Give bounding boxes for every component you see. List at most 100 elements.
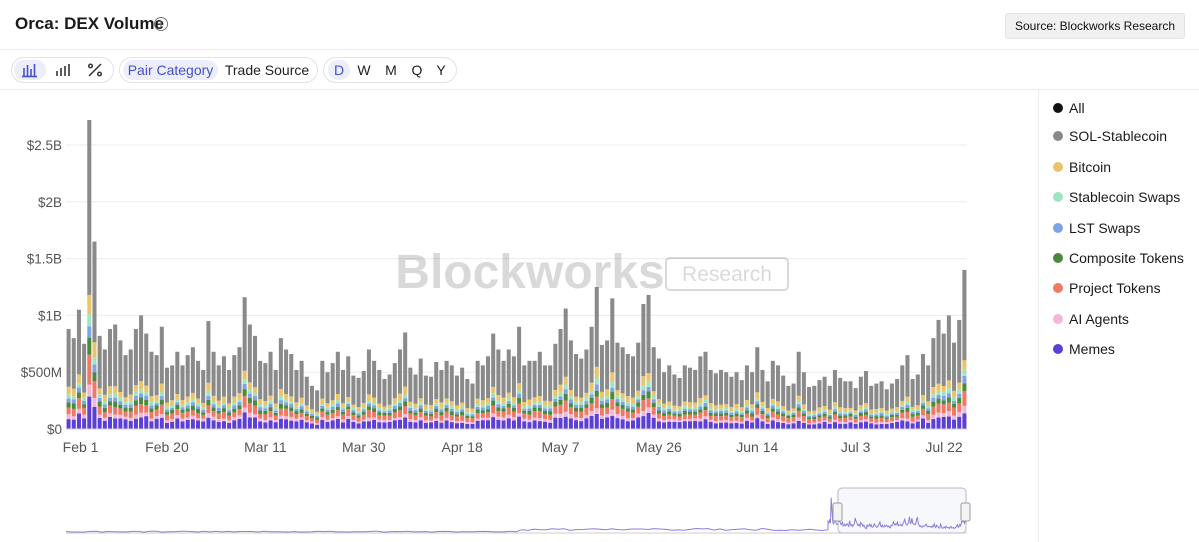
- bar-stack[interactable]: [625, 354, 630, 429]
- bar-stack[interactable]: [185, 355, 190, 429]
- bar-icon[interactable]: [48, 60, 78, 80]
- bar-stack[interactable]: [361, 371, 366, 429]
- info-icon[interactable]: i: [154, 17, 168, 31]
- bar-stack[interactable]: [460, 367, 465, 429]
- bar-stack[interactable]: [889, 383, 894, 429]
- navigator-handle[interactable]: [960, 502, 971, 522]
- bar-stack[interactable]: [475, 360, 480, 429]
- bar-stack[interactable]: [542, 365, 547, 429]
- bar-stack[interactable]: [775, 365, 781, 429]
- bar-stack[interactable]: [656, 358, 661, 429]
- bar-stack[interactable]: [366, 349, 371, 429]
- bar-stack[interactable]: [962, 269, 967, 429]
- percent-icon[interactable]: [80, 60, 110, 80]
- bar-stack[interactable]: [133, 329, 138, 429]
- bar-stack[interactable]: [144, 333, 149, 429]
- bar-stack[interactable]: [895, 379, 900, 429]
- bar-stack[interactable]: [211, 351, 216, 429]
- bar-stack[interactable]: [92, 241, 97, 429]
- bar-stack[interactable]: [175, 351, 180, 429]
- bar-stack[interactable]: [946, 315, 951, 429]
- bar-stack[interactable]: [713, 373, 718, 429]
- bar-stack[interactable]: [770, 360, 775, 429]
- bar-stack[interactable]: [853, 388, 858, 429]
- bar-stack[interactable]: [605, 340, 610, 429]
- period-tab-q[interactable]: Q: [411, 62, 423, 78]
- bar-stack[interactable]: [242, 297, 247, 429]
- bar-stack[interactable]: [113, 324, 118, 429]
- bar-stack[interactable]: [470, 383, 475, 429]
- bar-stack[interactable]: [599, 344, 604, 429]
- bar-stack[interactable]: [263, 363, 268, 429]
- bar-stack[interactable]: [517, 326, 522, 429]
- bar-stack[interactable]: [444, 360, 449, 429]
- bar-stack[interactable]: [864, 371, 869, 429]
- bar-stack[interactable]: [744, 365, 749, 429]
- bar-stack[interactable]: [346, 356, 351, 429]
- bar-stack[interactable]: [874, 383, 879, 429]
- bar-stack[interactable]: [568, 340, 573, 429]
- bar-stack[interactable]: [765, 381, 770, 429]
- bar-stack[interactable]: [905, 355, 910, 429]
- period-tab-m[interactable]: M: [385, 62, 397, 78]
- bar-stack[interactable]: [330, 363, 335, 429]
- bar-stack[interactable]: [527, 360, 532, 429]
- stacked-bar-icon[interactable]: [14, 60, 46, 80]
- bar-stack[interactable]: [755, 347, 760, 429]
- bar-stack[interactable]: [284, 349, 289, 429]
- bar-stack[interactable]: [423, 375, 428, 429]
- bar-stack[interactable]: [667, 365, 672, 429]
- bar-stack[interactable]: [620, 347, 625, 429]
- bar-stack[interactable]: [351, 375, 356, 429]
- bar-stack[interactable]: [237, 347, 242, 429]
- bar-stack[interactable]: [278, 338, 283, 429]
- bar-stack[interactable]: [294, 369, 299, 429]
- bar-stack[interactable]: [408, 367, 413, 429]
- bar-stack[interactable]: [511, 356, 516, 429]
- bar-stack[interactable]: [791, 383, 796, 429]
- navigator-window[interactable]: [837, 487, 967, 534]
- tab-pair-category[interactable]: Pair Category: [123, 60, 218, 80]
- bar-stack[interactable]: [506, 349, 511, 429]
- period-tab-y[interactable]: Y: [436, 62, 446, 78]
- dex-volume-chart[interactable]: Blockworks Research $0$500M$1B$1.5B$2B$2…: [0, 90, 1036, 542]
- bar-stack[interactable]: [522, 365, 527, 429]
- bar-stack[interactable]: [926, 365, 931, 429]
- bar-stack[interactable]: [719, 369, 724, 429]
- bar-stack[interactable]: [801, 372, 806, 429]
- bar-stack[interactable]: [118, 340, 123, 429]
- bar-stack[interactable]: [931, 338, 936, 429]
- bar-stack[interactable]: [273, 369, 278, 429]
- bar-stack[interactable]: [677, 377, 682, 429]
- bar-stack[interactable]: [247, 324, 252, 429]
- bar-stack[interactable]: [66, 329, 71, 429]
- bar-stack[interactable]: [822, 376, 827, 429]
- bar-stack[interactable]: [304, 376, 309, 429]
- bar-stack[interactable]: [646, 294, 651, 429]
- bar-stack[interactable]: [941, 333, 946, 429]
- bar-stack[interactable]: [418, 358, 423, 429]
- bar-stack[interactable]: [636, 342, 641, 429]
- bar-stack[interactable]: [724, 372, 729, 429]
- bar-stack[interactable]: [708, 369, 713, 429]
- bar-stack[interactable]: [439, 369, 444, 429]
- bar-stack[interactable]: [154, 355, 159, 429]
- bar-stack[interactable]: [501, 360, 506, 429]
- bar-stack[interactable]: [196, 360, 201, 429]
- bar-stack[interactable]: [729, 376, 734, 429]
- bar-stack[interactable]: [848, 381, 853, 429]
- bar-stack[interactable]: [682, 365, 687, 429]
- bar-stack[interactable]: [952, 342, 957, 429]
- bar-stack[interactable]: [812, 385, 817, 429]
- bar-stack[interactable]: [884, 389, 889, 429]
- bar-stack[interactable]: [480, 365, 485, 429]
- bar-stack[interactable]: [838, 377, 843, 429]
- bar-stack[interactable]: [149, 351, 154, 429]
- bar-stack[interactable]: [651, 347, 656, 429]
- bar-stack[interactable]: [315, 390, 320, 429]
- bar-stack[interactable]: [548, 365, 553, 429]
- bar-stack[interactable]: [594, 287, 599, 429]
- bar-stack[interactable]: [221, 356, 226, 429]
- bar-stack[interactable]: [687, 367, 692, 429]
- bar-stack[interactable]: [553, 343, 558, 429]
